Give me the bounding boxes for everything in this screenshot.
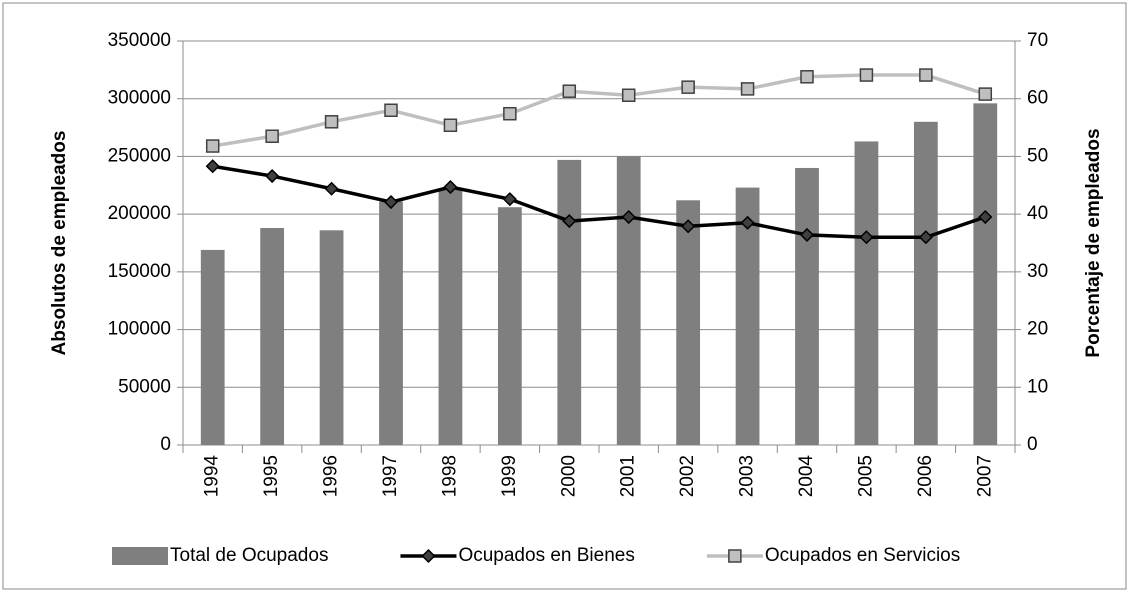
- bar: [200, 249, 225, 445]
- line-marker: [503, 106, 517, 121]
- bar: [319, 230, 344, 445]
- x-tick-label: 2002: [677, 455, 698, 497]
- x-tick-label: 2005: [855, 455, 876, 497]
- y-tick-label: 50000: [118, 376, 171, 397]
- y2-tick-label: 70: [1027, 30, 1048, 51]
- bar: [854, 141, 879, 445]
- y-tick-label: 0: [160, 434, 171, 455]
- y2-tick-label: 20: [1027, 319, 1048, 340]
- line-marker: [681, 80, 695, 94]
- bar: [735, 187, 760, 445]
- line-marker: [443, 179, 458, 195]
- legend-marker: [421, 548, 436, 564]
- bar: [973, 103, 998, 446]
- bar: [260, 227, 285, 445]
- bar: [497, 207, 522, 445]
- line-marker: [978, 87, 993, 101]
- legend-label: Total de Ocupados: [170, 545, 328, 566]
- line-marker: [681, 219, 696, 234]
- y-tick-label: 100000: [108, 319, 171, 340]
- line-marker: [562, 84, 577, 98]
- y-tick-label: 250000: [108, 145, 171, 166]
- line-marker: [800, 70, 814, 84]
- bar: [616, 156, 641, 445]
- x-tick-label: 1996: [321, 455, 342, 497]
- line-marker: [443, 118, 458, 133]
- line-marker: [205, 139, 220, 153]
- legend-swatch: [112, 547, 168, 565]
- line-marker: [859, 68, 874, 82]
- line-marker: [265, 168, 280, 184]
- x-tick-label: 1995: [261, 455, 282, 497]
- line-marker: [384, 103, 398, 118]
- x-tick-label: 2004: [796, 455, 817, 498]
- line: [212, 164, 986, 239]
- line-marker: [383, 194, 399, 210]
- line-marker: [740, 215, 755, 230]
- y2-tick-label: 30: [1027, 261, 1048, 282]
- line-marker: [919, 68, 933, 82]
- x-tick-label: 2007: [974, 455, 995, 497]
- y2-tick-label: 60: [1027, 88, 1048, 109]
- bar: [557, 159, 582, 446]
- y2-tick-label: 50: [1027, 145, 1048, 166]
- line: [212, 73, 986, 148]
- y2-axis-title: Porcentaje de empleados: [1083, 128, 1104, 357]
- bar: [379, 201, 403, 445]
- line-marker: [799, 227, 815, 242]
- x-tick-label: 2003: [737, 455, 758, 497]
- y2-tick-label: 10: [1027, 376, 1048, 397]
- legend-label: Ocupados en Servicios: [765, 545, 960, 566]
- x-tick-label: 1994: [202, 455, 223, 498]
- bar: [795, 167, 819, 445]
- x-tick-label: 1997: [380, 455, 401, 497]
- line-marker: [324, 115, 339, 129]
- y2-tick-label: 0: [1027, 434, 1038, 455]
- y-tick-label: 300000: [108, 88, 171, 109]
- x-tick-label: 1999: [499, 455, 520, 497]
- bar: [438, 189, 463, 445]
- line-marker: [324, 181, 339, 196]
- y2-tick-label: 40: [1027, 203, 1048, 224]
- y-tick-label: 200000: [108, 203, 171, 224]
- line-marker: [740, 82, 755, 96]
- line-marker: [621, 88, 636, 103]
- line-marker: [265, 129, 279, 143]
- legend-label: Ocupados en Bienes: [458, 545, 634, 566]
- x-tick-label: 2001: [618, 455, 639, 497]
- bar: [676, 200, 701, 445]
- line-marker: [205, 159, 220, 174]
- y-axis-title: Absolutos de empleados: [49, 131, 70, 356]
- line-marker: [562, 214, 577, 229]
- x-tick-label: 2006: [915, 455, 936, 497]
- x-tick-label: 1998: [439, 455, 460, 497]
- line-marker: [859, 230, 874, 245]
- bar: [913, 121, 938, 446]
- line-marker: [918, 230, 933, 245]
- legend-marker: [728, 549, 742, 563]
- line-marker: [502, 192, 517, 207]
- x-tick-label: 2000: [558, 455, 579, 497]
- y-tick-label: 150000: [108, 261, 171, 282]
- y-tick-label: 350000: [108, 30, 171, 51]
- line-marker: [978, 209, 993, 225]
- line-marker: [621, 209, 636, 225]
